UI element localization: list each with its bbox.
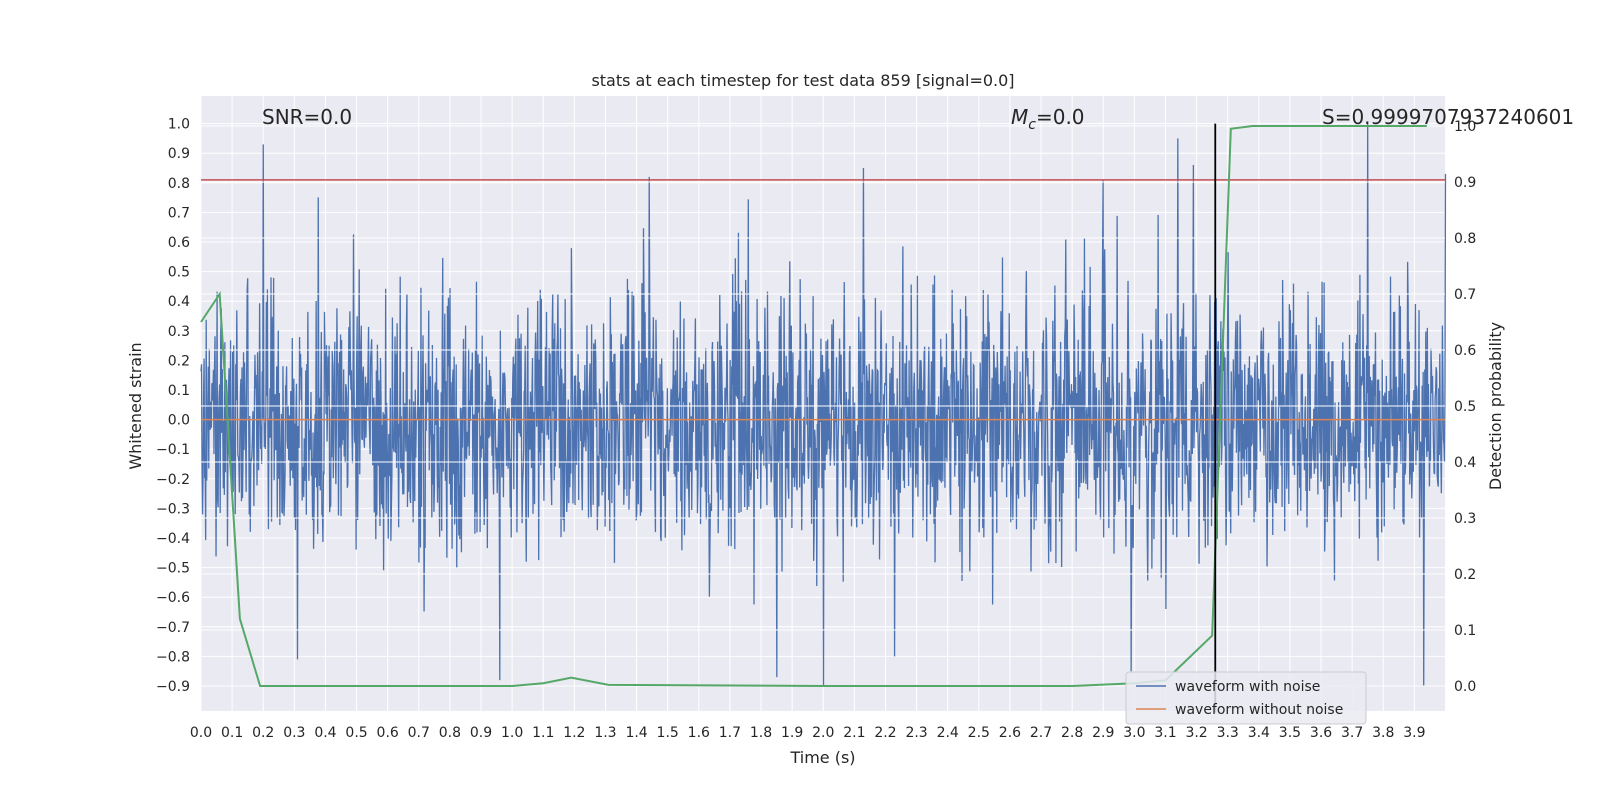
y2-tick-label: 1.0 [1454,119,1476,135]
legend-label-clean: waveform without noise [1175,702,1343,718]
y-tick-label: 0.4 [168,294,190,310]
y-tick-label: −0.4 [156,531,190,547]
x-tick-label: 0.9 [470,725,492,741]
y2-tick-label: 0.8 [1454,231,1476,247]
chart-title: stats at each timestep for test data 859… [591,71,1014,90]
chirp-mass-annotation: Mc=0.0 [1011,105,1085,133]
x-tick-label: 0.3 [283,725,305,741]
x-tick-label: 2.8 [1061,725,1083,741]
y2-tick-label: 0.1 [1454,623,1476,639]
y-tick-label: 0.3 [168,324,190,340]
x-tick-label: 1.2 [563,725,585,741]
x-tick-label: 3.2 [1185,725,1207,741]
x-tick-label: 1.5 [657,725,679,741]
y-tick-label: 0.5 [168,265,190,281]
y-tick-label: 0.1 [168,383,190,399]
y-tick-label: −0.9 [156,679,190,695]
x-tick-label: 1.4 [625,725,647,741]
series-detection-probability [200,125,1427,687]
y-tick-label: −0.1 [156,442,190,458]
x-tick-label: 3.5 [1279,725,1301,741]
x-tick-label: 2.0 [812,725,834,741]
x-tick-label: 3.4 [1248,725,1270,741]
y2-tick-label: 0.5 [1454,399,1476,415]
chirp-mass-subscript: c [1028,117,1036,133]
y-tick-label: 0.6 [168,235,190,251]
legend-label-noise: waveform with noise [1175,679,1320,695]
snr-annotation: SNR=0.0 [262,105,352,129]
x-tick-label: 0.2 [252,725,274,741]
x-tick-label: 2.9 [1092,725,1114,741]
chirp-mass-value: =0.0 [1036,105,1085,129]
y-tick-label: −0.3 [156,501,190,517]
x-tick-label: 3.0 [1123,725,1145,741]
y-tick-label: 0.8 [168,176,190,192]
x-tick-label: 3.6 [1310,725,1332,741]
legend-box [1125,671,1367,725]
y2-tick-label: 0.7 [1454,287,1476,303]
y-tick-label: −0.5 [156,561,190,577]
y-tick-label: 1.0 [168,117,190,133]
y2-tick-label: 0.6 [1454,343,1476,359]
y-tick-label: −0.7 [156,620,190,636]
x-tick-label: 0.7 [408,725,430,741]
x-tick-label: 1.7 [719,725,741,741]
y2-tick-label: 0.3 [1454,511,1476,527]
y-tick-label: 0.2 [168,353,190,369]
y2-tick-label: 0.9 [1454,175,1476,191]
chirp-mass-symbol: M [1011,105,1028,129]
x-tick-label: 2.7 [1030,725,1052,741]
x-tick-label: 1.8 [750,725,772,741]
y2-tick-label: 0.0 [1454,679,1476,695]
y2-tick-label: 0.2 [1454,567,1476,583]
x-axis-ticks: 0.0 0.1 0.2 0.3 0.4 0.5 0.6 0.7 0.8 0.9 1.0 1.1 1.2 1… [190,725,1426,741]
x-tick-label: 0.6 [377,725,399,741]
y-tick-label: 0.0 [168,413,190,429]
x-tick-label: 3.9 [1403,725,1425,741]
x-tick-label: 1.9 [781,725,803,741]
y-tick-label: 0.7 [168,205,190,221]
x-tick-label: 1.1 [532,725,554,741]
x-tick-label: 2.4 [937,725,959,741]
y2-axis-label: Detection probability [1486,322,1505,490]
x-tick-label: 0.4 [314,725,336,741]
x-tick-label: 0.8 [439,725,461,741]
s-annotation: S=0.9999707937240601 [1322,105,1574,129]
y-tick-label: −0.6 [156,590,190,606]
series-waveform-with-noise [200,123,1447,687]
series-layer [200,123,1447,713]
x-tick-label: 1.3 [594,725,616,741]
y2-axis-ticks: 0.0 0.1 0.2 0.3 0.4 0.5 0.6 0.7 0.8 0.9 1.0 [1454,119,1476,695]
y2-tick-label: 0.4 [1454,455,1476,471]
y-axis-label: Whitened strain [126,342,145,469]
x-tick-label: 2.3 [905,725,927,741]
x-tick-label: 1.6 [688,725,710,741]
x-tick-label: 3.3 [1217,725,1239,741]
x-tick-label: 0.0 [190,725,212,741]
x-tick-label: 2.2 [874,725,896,741]
y-tick-label: 0.9 [168,146,190,162]
x-tick-label: 2.5 [968,725,990,741]
y-tick-label: −0.8 [156,649,190,665]
x-axis-label: Time (s) [789,748,855,767]
y-tick-label: −0.2 [156,472,190,488]
x-tick-label: 2.6 [999,725,1021,741]
x-tick-label: 0.1 [221,725,243,741]
x-tick-label: 3.7 [1341,725,1363,741]
y-axis-ticks: −0.9 −0.8 −0.7 −0.6 −0.5 −0.4 −0.3 −0.2 −0.1 0.0 0… [156,117,190,695]
x-tick-label: 3.1 [1154,725,1176,741]
x-tick-label: 3.8 [1372,725,1394,741]
x-tick-label: 2.1 [843,725,865,741]
x-tick-label: 0.5 [345,725,367,741]
legend: waveform with noise waveform without noi… [1125,671,1367,725]
x-tick-label: 1.0 [501,725,523,741]
